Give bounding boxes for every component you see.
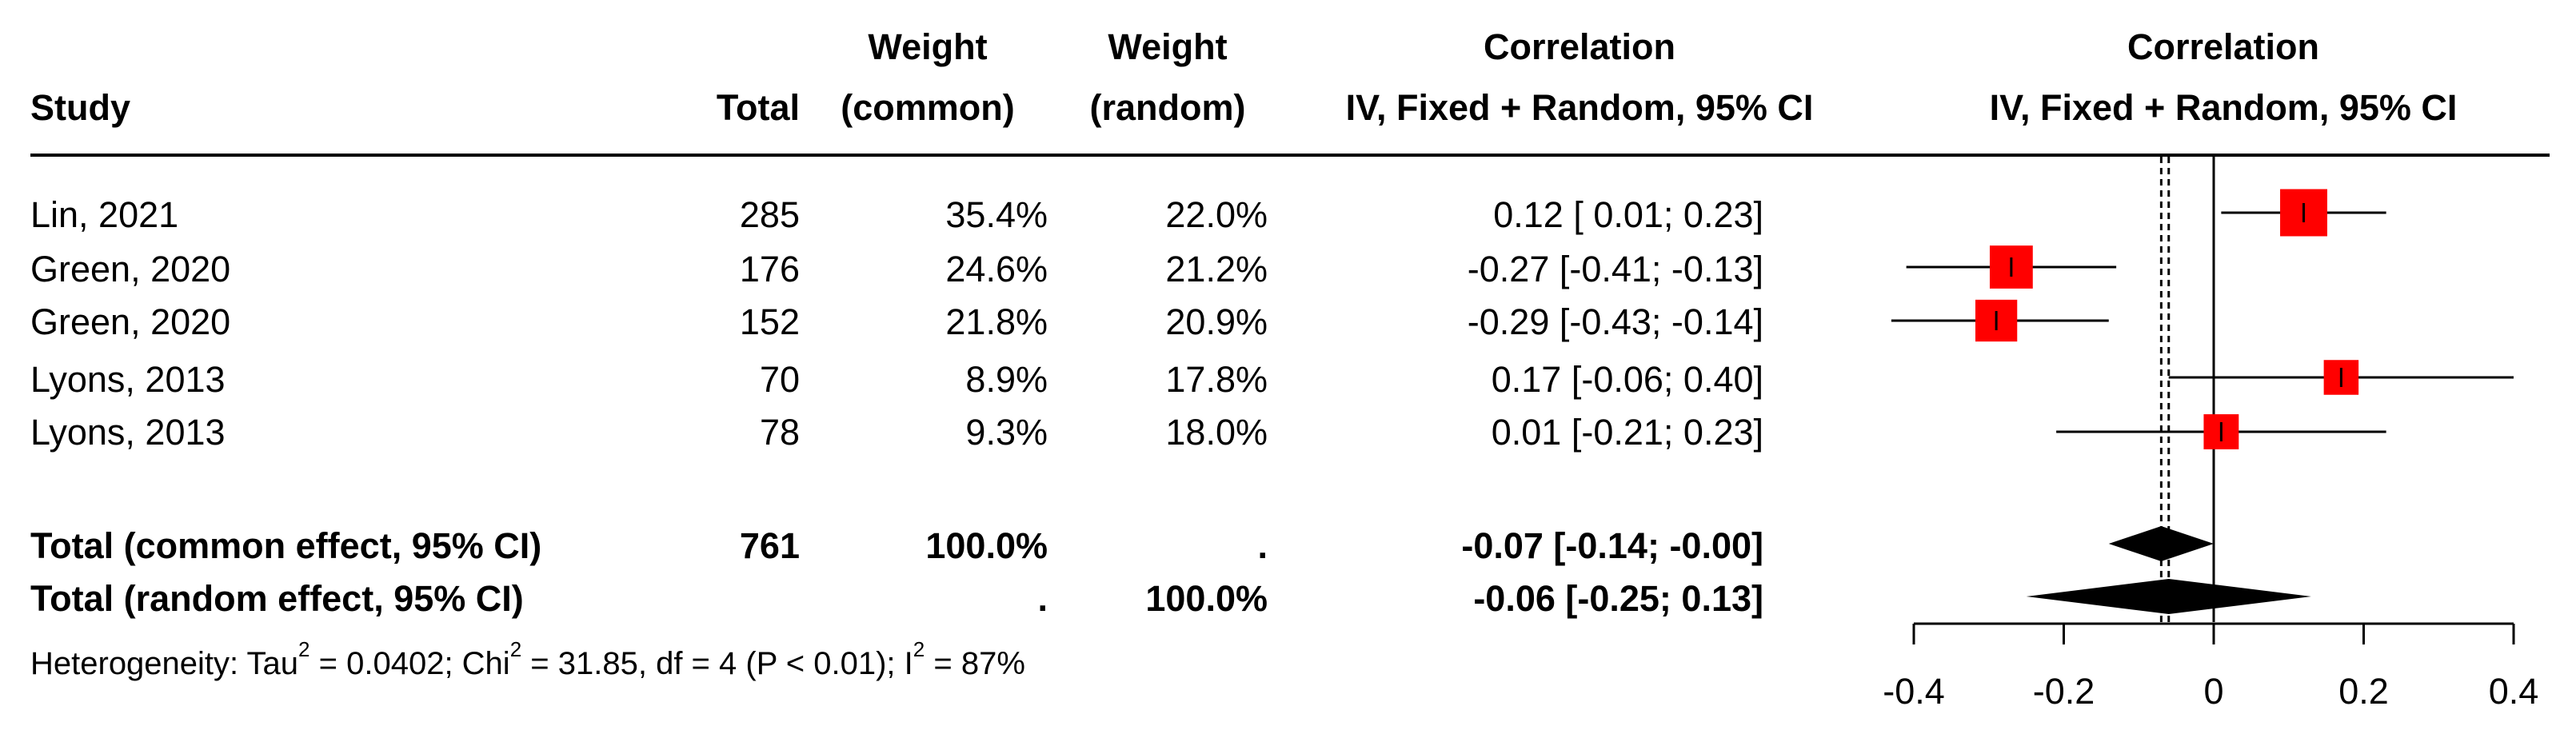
study-ci: 0.01 [-0.21; 0.23]	[1491, 412, 1763, 453]
study-weight-common: 35.4%	[945, 194, 1048, 235]
header-weight-common-1: Weight	[868, 26, 988, 67]
heterogeneity-text: Heterogeneity: Tau2 = 0.0402; Chi2 = 31.…	[30, 639, 1025, 682]
hetero-chi-sup: 2	[509, 637, 522, 661]
total-random-weight-common: .	[1037, 578, 1048, 619]
common-effect-diamond	[2108, 526, 2214, 561]
study-weight-random: 22.0%	[1165, 194, 1268, 235]
study-name: Green, 2020	[30, 249, 231, 289]
study-ci: 0.12 [ 0.01; 0.23]	[1493, 194, 1763, 235]
total-random-label: Total (random effect, 95% CI)	[30, 578, 524, 619]
hetero-chi-val: = 31.85, df = 4 (P < 0.01); I	[521, 646, 913, 681]
x-tick-label: -0.2	[2033, 671, 2095, 712]
hetero-tau-val: = 0.0402; Chi	[310, 646, 510, 681]
header-weight-common-2: (common)	[841, 87, 1015, 128]
x-tick-label: 0.4	[2489, 671, 2539, 712]
study-total: 176	[739, 249, 800, 289]
total-common-weight-common: 100.0%	[925, 525, 1048, 566]
total-common-n: 761	[739, 525, 800, 566]
study-name: Lyons, 2013	[30, 412, 226, 453]
study-total: 285	[739, 194, 800, 235]
study-ci: -0.27 [-0.41; -0.13]	[1467, 249, 1763, 289]
x-tick-label: 0	[2203, 671, 2223, 712]
study-weight-random: 21.2%	[1165, 249, 1268, 289]
total-random-weight-random: 100.0%	[1145, 578, 1268, 619]
study-total: 70	[759, 359, 800, 400]
total-random-ci: -0.06 [-0.25; 0.13]	[1473, 578, 1763, 619]
study-name: Lin, 2021	[30, 194, 179, 235]
hetero-tau-prefix: Heterogeneity: Tau	[30, 646, 299, 681]
hetero-i-sup: 2	[913, 637, 925, 661]
study-name: Green, 2020	[30, 301, 231, 342]
total-common-weight-random: .	[1257, 525, 1268, 566]
study-total: 152	[739, 301, 800, 342]
header-weight-random-1: Weight	[1108, 26, 1228, 67]
study-name: Lyons, 2013	[30, 359, 226, 400]
header-study: Study	[30, 87, 131, 128]
x-tick-label: -0.4	[1883, 671, 1945, 712]
study-weight-common: 9.3%	[965, 412, 1048, 453]
hetero-i-val: = 87%	[925, 646, 1025, 681]
study-weight-common: 8.9%	[965, 359, 1048, 400]
header-total: Total	[716, 87, 800, 128]
header-plot-2: IV, Fixed + Random, 95% CI	[1989, 87, 2458, 128]
study-weight-random: 20.9%	[1165, 301, 1268, 342]
study-weight-common: 21.8%	[945, 301, 1048, 342]
study-weight-random: 17.8%	[1165, 359, 1268, 400]
hetero-tau-sup: 2	[298, 637, 310, 661]
study-weight-common: 24.6%	[945, 249, 1048, 289]
header-correlation-1: Correlation	[1483, 26, 1676, 67]
x-tick-label: 0.2	[2338, 671, 2389, 712]
header-rule	[30, 154, 2550, 157]
total-common-ci: -0.07 [-0.14; -0.00]	[1461, 525, 1763, 566]
study-ci: -0.29 [-0.43; -0.14]	[1467, 301, 1763, 342]
study-total: 78	[759, 412, 800, 453]
header-weight-random-2: (random)	[1089, 87, 1246, 128]
header-plot-1: Correlation	[2127, 26, 2320, 67]
header-correlation-2: IV, Fixed + Random, 95% CI	[1345, 87, 1814, 128]
random-effect-diamond	[2026, 579, 2311, 614]
study-ci: 0.17 [-0.06; 0.40]	[1491, 359, 1763, 400]
total-common-label: Total (common effect, 95% CI)	[30, 525, 542, 566]
study-weight-random: 18.0%	[1165, 412, 1268, 453]
